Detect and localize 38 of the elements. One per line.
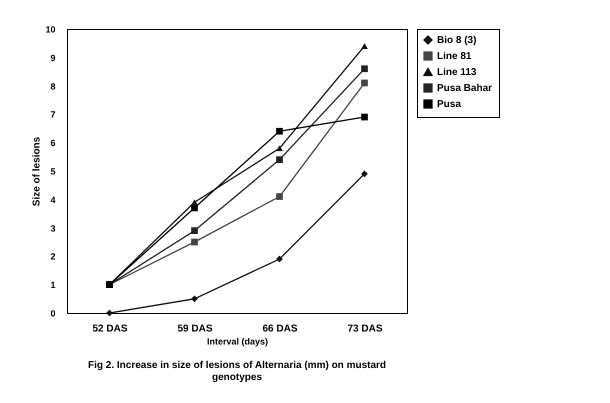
point (191, 238, 198, 246)
y-tick-label: 5 (50, 166, 56, 176)
point (361, 114, 368, 120)
caption: Fig 2. Increase in size of lesions of Alternaria (mm) on mustard genotypes (88, 360, 386, 383)
point (276, 193, 283, 200)
y-tick-label: 8 (50, 81, 56, 92)
point (106, 310, 113, 316)
y-tick-label: 10 (45, 24, 56, 34)
y-tick-label: 1 (50, 280, 56, 290)
point (361, 80, 368, 86)
y-tick-label: 3 (50, 223, 56, 234)
point (276, 156, 283, 163)
y-tick-label: 6 (50, 138, 56, 148)
legend-label: Line 81 (437, 51, 472, 62)
point (276, 128, 283, 135)
point (361, 43, 368, 49)
point (361, 170, 368, 178)
x-tick-label: 73 DAS (347, 324, 383, 334)
point (361, 65, 368, 72)
y-tick-label: 2 (50, 252, 56, 262)
y-tick-label: 9 (50, 52, 56, 63)
y-tick-label: 4 (50, 194, 56, 205)
point (276, 145, 283, 152)
point (191, 295, 198, 302)
y-tick-label: 0 (50, 308, 56, 318)
point (191, 227, 198, 234)
y-axis-title: Size of lesions (31, 136, 42, 206)
legend-label: Pusa (437, 99, 462, 110)
x-axis-title: Interval (days) (206, 336, 268, 346)
legend-label: Bio 8 (3) (437, 35, 476, 46)
x-tick-label: 52 DAS (92, 324, 128, 334)
point (276, 256, 283, 262)
legend-label: Line 113 (437, 67, 477, 78)
x-tick-label: 66 DAS (262, 324, 298, 334)
y-tick-label: 7 (50, 110, 56, 120)
point (191, 204, 198, 212)
x-tick-label: 59 DAS (177, 324, 213, 334)
legend-label: Pusa Bahar (437, 83, 492, 94)
